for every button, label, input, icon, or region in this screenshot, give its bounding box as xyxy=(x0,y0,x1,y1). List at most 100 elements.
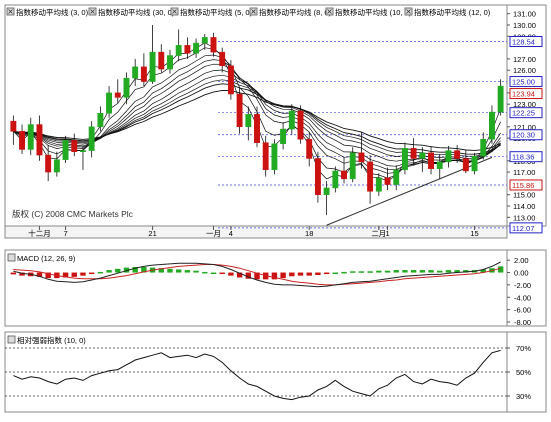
macd-histogram-bar xyxy=(254,272,260,280)
date-axis-tick-label: 15 xyxy=(470,229,478,238)
price-tag-label: 118.36 xyxy=(512,153,534,162)
price-tag-label: 112.07 xyxy=(512,224,534,233)
date-axis-tick-label: 1 xyxy=(385,229,389,238)
price-tag-label: 115.86 xyxy=(512,181,534,190)
candle-up xyxy=(106,92,113,114)
candle-down xyxy=(297,110,304,140)
candle-up xyxy=(375,177,382,192)
candle-up xyxy=(62,140,69,160)
macd-histogram-bar xyxy=(123,267,130,273)
candle-down xyxy=(341,170,347,180)
price-axis-tick-label: 115.00 xyxy=(513,191,535,200)
price-tag-label: 125.00 xyxy=(512,78,535,87)
price-axis-tick-label: 113.00 xyxy=(513,213,535,222)
legend-item-label: 指数移动平均线 (10, 0) xyxy=(335,7,412,17)
candle-up xyxy=(393,169,400,185)
rsi-axis-tick-label: 70% xyxy=(516,344,531,353)
macd-histogram-bar xyxy=(480,269,486,273)
rsi-legend-label: 相对强弱指数 (10, 0) xyxy=(17,335,86,345)
macd-histogram-bar xyxy=(297,272,304,276)
macd-histogram-bar xyxy=(219,272,225,275)
macd-axis-tick-label: -2.00 xyxy=(514,281,531,290)
macd-histogram-bar xyxy=(332,272,339,275)
candle-up xyxy=(288,110,295,130)
candle-up xyxy=(401,148,408,171)
candle-down xyxy=(158,51,165,70)
date-axis-tick-label: 二月 xyxy=(371,229,386,238)
macd-histogram-bar xyxy=(341,271,347,274)
candle-up xyxy=(349,152,356,180)
price-tag-box xyxy=(509,76,543,88)
candle-down xyxy=(19,131,26,150)
candle-up xyxy=(193,42,200,54)
macd-axis-tick-label: -6.00 xyxy=(514,306,531,315)
candle-up xyxy=(80,150,86,152)
legend-item-label: 指数移动平均线 (30, 0) xyxy=(98,7,175,17)
price-tag-label: 123.94 xyxy=(512,90,535,99)
candle-down xyxy=(140,66,147,82)
price-axis-tick-label: 117.00 xyxy=(513,168,535,177)
candle-up xyxy=(480,139,487,157)
macd-histogram-bar xyxy=(236,272,243,278)
macd-histogram-bar xyxy=(106,270,112,273)
macd-histogram-bar xyxy=(376,270,382,273)
macd-signal-line xyxy=(13,264,501,286)
candle-up xyxy=(27,124,34,150)
candle-down xyxy=(384,177,391,185)
macd-axis-tick-label: -4.00 xyxy=(514,293,531,302)
price-tag-label: 128.54 xyxy=(512,37,535,46)
price-tag-box xyxy=(509,107,543,119)
legend-item-label: 指数移动平均线 (8, 0) xyxy=(259,7,332,17)
macd-layer: 2.00 0.00 -2.00 -4.00 -6.00 -8.00 MACD (12, 26… xyxy=(7,253,531,327)
candle-down xyxy=(410,148,417,159)
candle-up xyxy=(323,187,330,195)
candle-down xyxy=(262,142,269,171)
macd-legend-close-icon xyxy=(7,253,16,262)
macd-axis-tick-label: -8.00 xyxy=(514,318,531,327)
candle-up xyxy=(271,143,278,171)
candle-up xyxy=(132,66,139,79)
macd-histogram-bar xyxy=(88,272,95,275)
price-tag-box xyxy=(509,151,543,163)
price-tag-label: 120.30 xyxy=(512,131,535,140)
candle-up xyxy=(201,37,208,44)
macd-histogram-bar xyxy=(402,270,408,273)
rsi-line xyxy=(13,349,501,401)
price-tag-box xyxy=(509,88,543,100)
rsi-legend-close-icon xyxy=(7,335,16,344)
macd-histogram-bar xyxy=(428,270,434,273)
candle-down xyxy=(367,161,374,192)
macd-histogram-bar xyxy=(306,272,312,276)
candle-down xyxy=(306,139,313,159)
candle-down xyxy=(454,150,461,159)
date-axis-tick-label: 7 xyxy=(63,229,67,238)
price-axis-tick-label: 121.00 xyxy=(513,123,536,132)
macd-line xyxy=(13,261,501,288)
macd-histogram-bar xyxy=(80,272,86,276)
candle-down xyxy=(219,51,226,66)
macd-histogram-bar xyxy=(358,271,365,273)
candle-down xyxy=(254,114,260,143)
candle-down xyxy=(314,158,321,195)
candle-down xyxy=(45,154,52,173)
price-axis-tick-label: 126.00 xyxy=(513,66,536,75)
macd-histogram-bar xyxy=(193,270,199,273)
price-axis-tick-label: 127.00 xyxy=(513,55,536,64)
macd-histogram-bar xyxy=(228,272,234,276)
candle-up xyxy=(175,45,182,56)
macd-histogram-bar xyxy=(437,270,443,273)
macd-histogram-bar xyxy=(497,266,504,273)
macd-legend-label: MACD (12, 26, 9) xyxy=(17,254,76,263)
copyright-text: 版权 (C) 2008 CMC Markets Plc xyxy=(12,209,134,219)
date-axis-tick-label: 4 xyxy=(229,229,233,238)
legend-close-x-icon xyxy=(172,9,177,14)
macd-histogram-bar xyxy=(45,272,51,279)
macd-histogram-bar xyxy=(393,270,399,273)
macd-histogram-bar xyxy=(175,269,182,273)
legend-close-x-icon xyxy=(406,9,411,14)
macd-histogram-bar xyxy=(36,272,43,277)
candle-up xyxy=(488,111,495,140)
price-tag-box xyxy=(509,179,543,191)
